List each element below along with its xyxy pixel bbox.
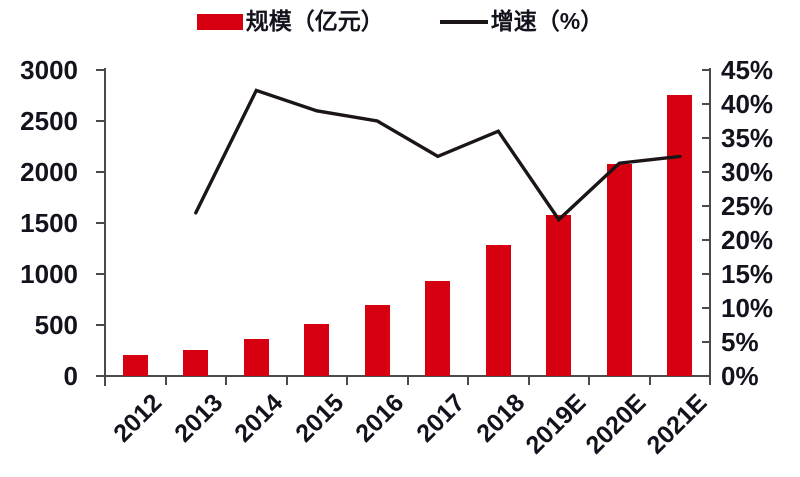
data-bar-2015 (304, 324, 330, 376)
data-bar-2020E (606, 164, 632, 376)
x-axis-tick (285, 376, 288, 385)
y-axis-left-tick (96, 324, 105, 326)
y-axis-right-tick (702, 307, 711, 309)
line-series-swatch-icon (439, 19, 488, 24)
legend-label-scale: 规模（亿元） (245, 8, 384, 34)
data-bar-2018 (485, 245, 511, 376)
y-axis-right-label: 20% (721, 225, 774, 255)
data-bar-2019E (546, 215, 572, 376)
y-axis-left-tick (96, 273, 105, 275)
y-axis-left-tick (96, 222, 105, 224)
y-axis-left-label: 2500 (20, 106, 78, 136)
data-bar-2012 (122, 355, 148, 376)
y-axis-right-tick (702, 103, 711, 105)
data-bar-2016 (364, 304, 390, 376)
x-axis-tick (527, 376, 530, 385)
y-axis-right-label: 15% (721, 259, 774, 289)
y-axis-right-label: 40% (721, 89, 774, 119)
data-bar-2017 (425, 281, 451, 376)
x-axis-tick (104, 376, 106, 385)
x-axis-tick (225, 376, 227, 385)
y-axis-right-label: 30% (721, 157, 774, 187)
y-axis-left-tick (96, 375, 105, 377)
y-axis-left-label: 1500 (20, 208, 78, 238)
legend-item-scale: 规模（亿元） (196, 8, 384, 36)
y-axis-right-tick (702, 341, 711, 343)
data-bar-2013 (183, 349, 209, 376)
y-axis-right-label: 35% (721, 123, 774, 153)
y-axis-left (104, 68, 106, 386)
x-axis-tick (588, 376, 590, 385)
legend-item-growth: 增速（%） (439, 8, 604, 36)
data-bar-2021E (667, 94, 693, 376)
bar-series-swatch-icon (196, 13, 243, 30)
y-axis-right-tick (702, 171, 711, 173)
x-axis-tick (467, 376, 469, 385)
y-axis-right-tick (702, 375, 711, 377)
y-axis-right-tick (702, 205, 711, 207)
legend-label-growth: 增速（%） (490, 8, 604, 34)
y-axis-left-tick (96, 69, 105, 71)
y-axis-right-tick (702, 137, 711, 139)
x-axis-tick (406, 376, 409, 385)
y-axis-right-label: 25% (721, 191, 774, 221)
y-axis-right-label: 45% (721, 55, 774, 85)
chart-legend: 规模（亿元） 增速（%） (0, 8, 800, 36)
y-axis-right-tick (702, 239, 711, 241)
y-axis-right-tick (702, 69, 711, 71)
y-axis-left-label: 500 (34, 310, 78, 340)
y-axis-right-tick (702, 273, 711, 275)
y-axis-left-label: 1000 (20, 259, 78, 289)
y-axis-left-tick (96, 120, 105, 122)
y-axis-left-label: 2000 (20, 157, 78, 187)
y-axis-left-label: 0 (63, 361, 78, 391)
data-bar-2014 (243, 339, 269, 376)
y-axis-right-label: 5% (721, 327, 759, 357)
y-axis-right-label: 0% (721, 361, 759, 391)
y-axis-right-label: 10% (721, 293, 774, 323)
x-axis-tick (346, 376, 348, 385)
x-axis-tick (648, 376, 651, 385)
x-axis-tick (164, 376, 167, 385)
x-axis-tick (709, 376, 711, 385)
y-axis-left-tick (96, 171, 105, 173)
y-axis-right (709, 68, 711, 376)
y-axis-left-label: 3000 (20, 55, 78, 85)
